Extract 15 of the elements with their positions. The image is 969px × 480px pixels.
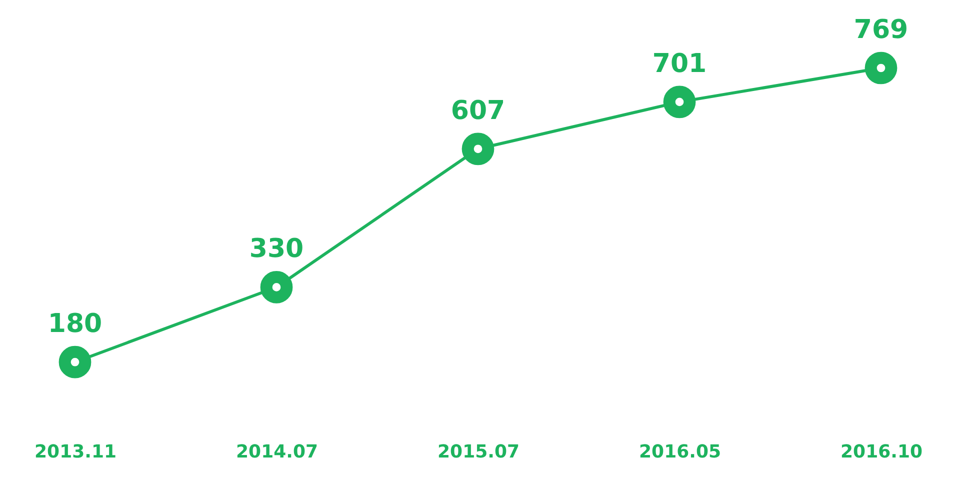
data-label: 330	[249, 234, 304, 264]
x-tick-label: 2014.07	[236, 442, 318, 462]
x-tick-label: 2016.05	[639, 442, 721, 462]
data-label: 701	[652, 48, 707, 79]
point	[864, 52, 898, 84]
x-tick-label: 2016.10	[840, 442, 922, 462]
data-label: 180	[48, 309, 102, 340]
x-tick-label: 2015.07	[438, 442, 520, 462]
point	[260, 271, 293, 304]
x-tick-label: 2013.11	[34, 442, 116, 462]
point	[663, 86, 696, 118]
point	[462, 132, 494, 166]
data-label: 769	[854, 15, 908, 45]
point	[58, 346, 92, 378]
data-label: 607	[450, 96, 506, 126]
